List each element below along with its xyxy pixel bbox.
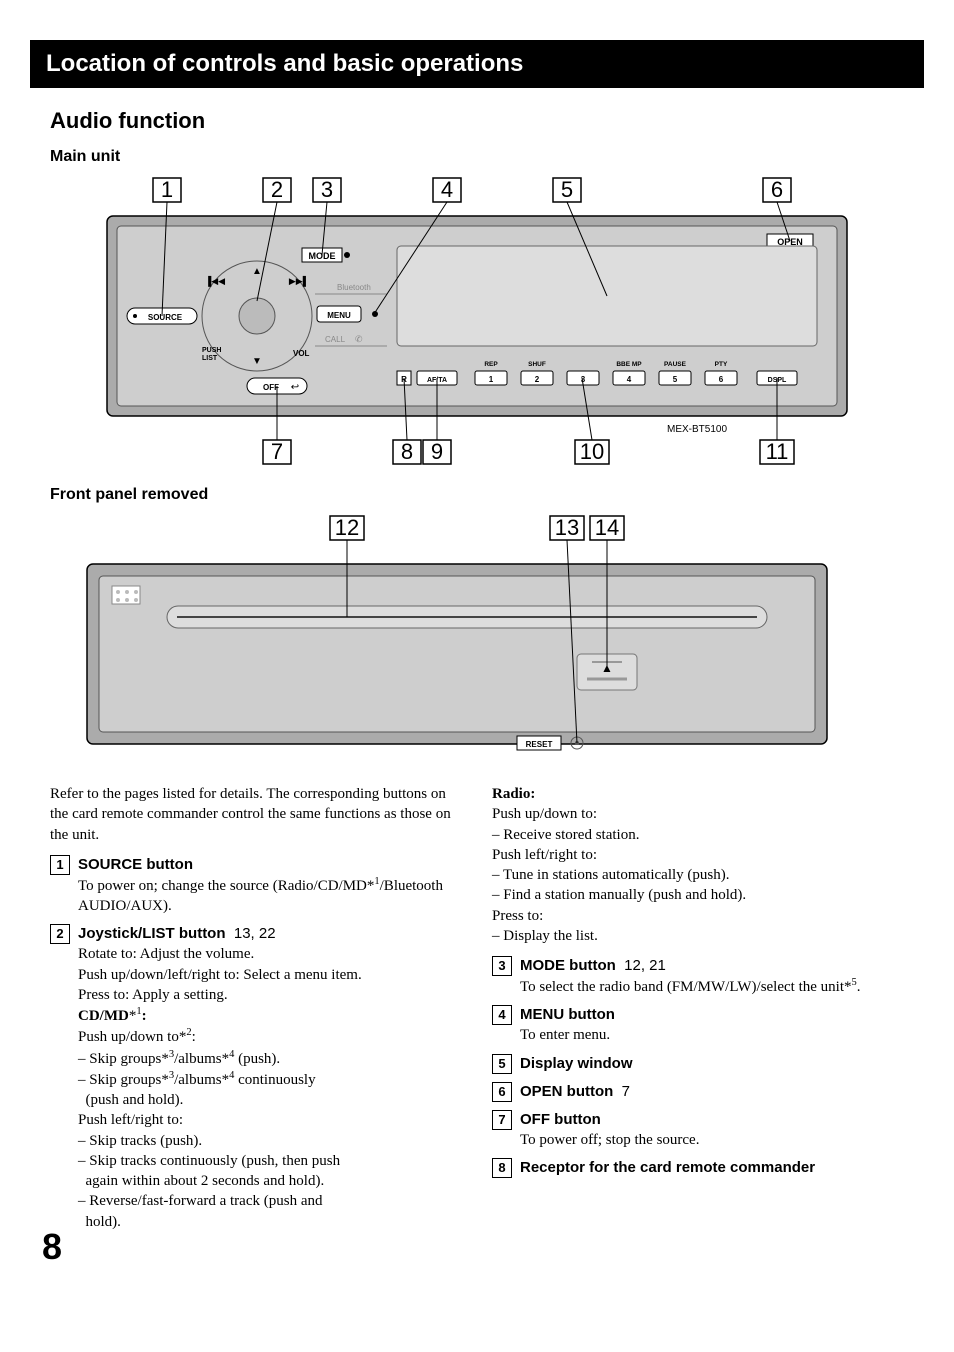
- svg-text:PUSH: PUSH: [202, 347, 221, 354]
- left-column: Refer to the pages listed for details. T…: [50, 784, 462, 1240]
- section-header: Location of controls and basic operation…: [30, 40, 924, 88]
- svg-text:↩: ↩: [291, 382, 299, 393]
- front-panel-diagram: 121314▲RESET: [50, 514, 904, 768]
- item-body: To power off; stop the source.: [520, 1130, 904, 1150]
- svg-text:11: 11: [766, 439, 789, 464]
- main-unit-diagram: 1234567891011OPEN▲▼▐◀◀▶▶▌MODESOURCEPUSHL…: [50, 176, 904, 470]
- item-numbox: 4: [492, 1005, 512, 1025]
- svg-text:1: 1: [489, 375, 494, 384]
- svg-text:10: 10: [580, 439, 604, 464]
- item-pages: 13, 22: [226, 925, 276, 942]
- svg-text:▼: ▼: [252, 356, 262, 367]
- svg-text:PTY: PTY: [715, 361, 728, 368]
- svg-text:12: 12: [335, 515, 359, 540]
- svg-text:6: 6: [771, 177, 783, 202]
- svg-text:MENU: MENU: [327, 311, 351, 320]
- page-h2: Audio function: [50, 108, 924, 134]
- svg-text:6: 6: [719, 375, 724, 384]
- control-item: 4 MENU button To enter menu.: [492, 1005, 904, 1045]
- svg-text:7: 7: [271, 439, 283, 464]
- svg-text:2: 2: [535, 375, 540, 384]
- item-pages: 12, 21: [616, 957, 666, 974]
- svg-text:3: 3: [321, 177, 333, 202]
- item-title: SOURCE button: [78, 856, 193, 873]
- svg-text:4: 4: [441, 177, 453, 202]
- svg-text:▐◀◀: ▐◀◀: [205, 275, 225, 287]
- item-title: Joystick/LIST button: [78, 925, 226, 942]
- svg-text:2: 2: [271, 177, 283, 202]
- control-item: 7 OFF button To power off; stop the sour…: [492, 1110, 904, 1150]
- svg-text:3: 3: [581, 375, 586, 384]
- svg-text:5: 5: [673, 375, 678, 384]
- item-numbox: 5: [492, 1054, 512, 1074]
- main-unit-heading: Main unit: [50, 148, 924, 166]
- item-title: MENU button: [520, 1006, 615, 1023]
- svg-text:8: 8: [401, 439, 413, 464]
- right-column: Radio:Push up/down to:– Receive stored s…: [492, 784, 904, 1240]
- svg-text:5: 5: [561, 177, 573, 202]
- svg-text:BBE MP: BBE MP: [616, 361, 642, 368]
- item-title: OFF button: [520, 1111, 601, 1128]
- item-title: Receptor for the card remote commander: [520, 1159, 815, 1176]
- radio-lead: Radio:Push up/down to:– Receive stored s…: [492, 784, 904, 946]
- svg-text:MEX-BT5100: MEX-BT5100: [667, 424, 727, 435]
- page-number: 8: [42, 1226, 62, 1268]
- svg-text:▲: ▲: [252, 266, 262, 277]
- svg-text:▶▶▌: ▶▶▌: [289, 275, 309, 287]
- item-title: MODE button: [520, 957, 616, 974]
- svg-text:14: 14: [595, 515, 619, 540]
- svg-text:REP: REP: [484, 361, 498, 368]
- control-item: 5 Display window: [492, 1054, 904, 1074]
- item-numbox: 2: [50, 924, 70, 944]
- control-item: 8 Receptor for the card remote commander: [492, 1158, 904, 1178]
- item-title: Display window: [520, 1055, 633, 1072]
- item-body: To select the radio band (FM/MW/LW)/sele…: [520, 976, 904, 997]
- item-numbox: 7: [492, 1110, 512, 1130]
- svg-text:RESET: RESET: [526, 740, 553, 749]
- item-body: To enter menu.: [520, 1025, 904, 1045]
- svg-text:LIST: LIST: [202, 355, 218, 362]
- item-body: To power on; change the source (Radio/CD…: [78, 875, 462, 917]
- front-panel-heading: Front panel removed: [50, 486, 924, 504]
- item-numbox: 1: [50, 855, 70, 875]
- svg-text:SHUF: SHUF: [528, 361, 546, 368]
- svg-text:VOL: VOL: [293, 349, 310, 358]
- item-numbox: 3: [492, 956, 512, 976]
- control-item: 1 SOURCE button To power on; change the …: [50, 855, 462, 917]
- control-item: 6 OPEN button 7: [492, 1082, 904, 1102]
- control-item: 2 Joystick/LIST button 13, 22 Rotate to:…: [50, 924, 462, 1232]
- svg-text:Bluetooth: Bluetooth: [337, 283, 371, 292]
- control-item: 3 MODE button 12, 21 To select the radio…: [492, 956, 904, 997]
- item-body: Rotate to: Adjust the volume.Push up/dow…: [78, 944, 462, 1232]
- svg-text:1: 1: [161, 177, 173, 202]
- svg-text:✆: ✆: [355, 334, 363, 344]
- svg-text:CALL: CALL: [325, 335, 346, 344]
- item-pages: 7: [613, 1083, 630, 1100]
- svg-text:SOURCE: SOURCE: [148, 313, 183, 322]
- item-numbox: 8: [492, 1158, 512, 1178]
- item-numbox: 6: [492, 1082, 512, 1102]
- intro-text: Refer to the pages listed for details. T…: [50, 784, 462, 845]
- svg-text:13: 13: [555, 515, 579, 540]
- svg-text:9: 9: [431, 439, 443, 464]
- svg-text:PAUSE: PAUSE: [664, 361, 687, 368]
- svg-text:4: 4: [627, 375, 632, 384]
- item-title: OPEN button: [520, 1083, 613, 1100]
